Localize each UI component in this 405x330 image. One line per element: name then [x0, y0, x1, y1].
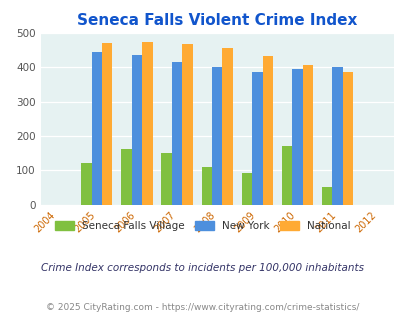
Bar [281, 146, 292, 205]
Bar [201, 167, 211, 205]
Bar [81, 163, 92, 205]
Bar [182, 44, 192, 205]
Bar [302, 65, 312, 205]
Bar [142, 42, 152, 205]
Bar [171, 62, 182, 205]
Bar [241, 173, 252, 205]
Bar [131, 55, 142, 205]
Bar [292, 69, 302, 205]
Bar [252, 72, 262, 205]
Bar [211, 67, 222, 205]
Bar [332, 67, 342, 205]
Bar [222, 49, 232, 205]
Legend: Seneca Falls Village, New York, National: Seneca Falls Village, New York, National [51, 216, 354, 235]
Bar [102, 43, 112, 205]
Text: Crime Index corresponds to incidents per 100,000 inhabitants: Crime Index corresponds to incidents per… [41, 263, 364, 273]
Bar [342, 72, 352, 205]
Bar [121, 149, 131, 205]
Bar [92, 52, 102, 205]
Bar [262, 56, 272, 205]
Title: Seneca Falls Violent Crime Index: Seneca Falls Violent Crime Index [77, 13, 356, 28]
Bar [321, 187, 332, 205]
Text: © 2025 CityRating.com - https://www.cityrating.com/crime-statistics/: © 2025 CityRating.com - https://www.city… [46, 303, 359, 312]
Bar [161, 153, 171, 205]
